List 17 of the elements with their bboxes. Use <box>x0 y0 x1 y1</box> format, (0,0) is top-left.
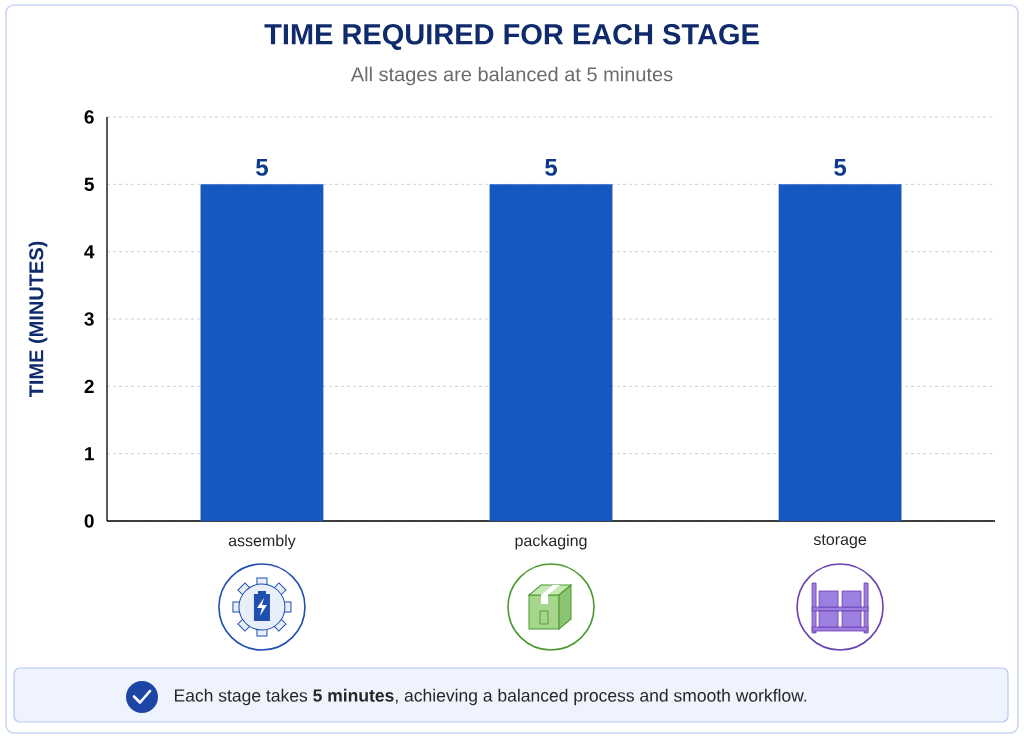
y-tick-label: 6 <box>84 110 94 124</box>
chart-subtitle: All stages are balanced at 5 minutes <box>350 66 673 86</box>
y-tick-label: 2 <box>84 379 94 393</box>
text: Each stage takes 5 minutes, achieving a balanced process and smooth workflow. <box>174 688 807 706</box>
y-axis-title: TIME (MINUTES) <box>28 241 48 398</box>
y-tick-label: 0 <box>84 514 94 528</box>
data-label: 5 <box>834 159 847 176</box>
y-tick-label: 4 <box>84 245 95 259</box>
x-tick-label: packaging <box>515 534 587 550</box>
data-label: 5 <box>545 159 558 176</box>
x-tick-label: assembly <box>228 534 296 550</box>
y-tick-label: 3 <box>84 312 94 326</box>
x-tick-label: storage <box>813 534 867 549</box>
y-tick-label: 1 <box>85 447 94 461</box>
data-label: 5 <box>256 159 268 176</box>
y-tick-label: 5 <box>84 177 94 191</box>
chart-title: TIME REQUIRED FOR EACH STAGE <box>264 24 759 50</box>
